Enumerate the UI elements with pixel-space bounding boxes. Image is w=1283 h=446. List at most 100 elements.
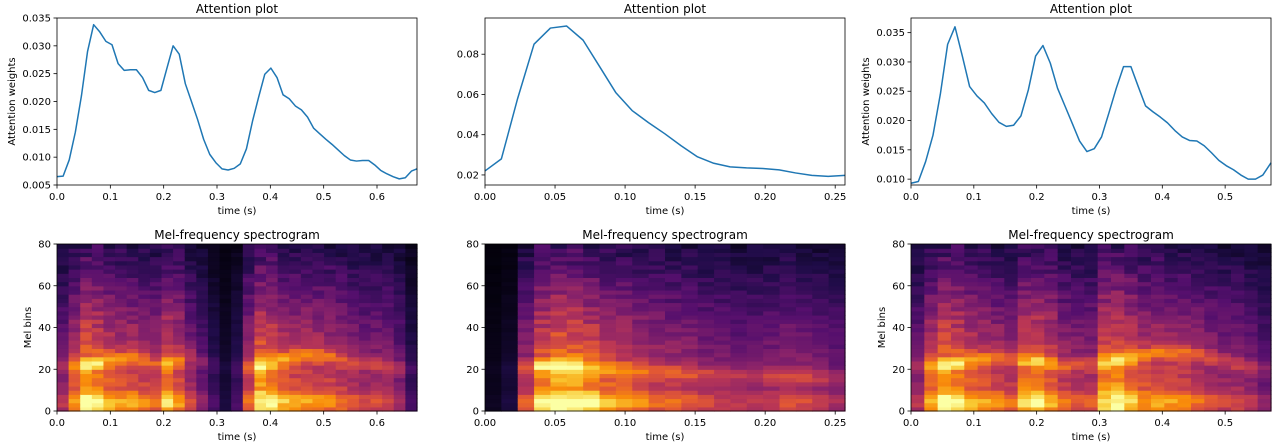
spectrogram-cell (924, 298, 939, 304)
spectrogram-cell (632, 298, 650, 304)
spectrogram-cell (138, 360, 151, 366)
spectrogram-cell (550, 306, 568, 312)
spectrogram-cell (1057, 365, 1072, 370)
spectrogram-cell (1137, 398, 1152, 404)
spectrogram-cell (1111, 385, 1125, 391)
spectrogram-cell (1097, 306, 1112, 312)
spectrogram-cell (219, 310, 232, 316)
spectrogram-cell (1111, 252, 1125, 258)
spectrogram-cell (1191, 277, 1205, 283)
spectrogram-cell (103, 340, 116, 345)
spectrogram-cell (289, 277, 302, 283)
x-tick-label: 0.4 (262, 192, 278, 203)
spectrogram-cell (599, 356, 617, 362)
spectrogram-cell (534, 356, 552, 362)
spectrogram-cell (358, 310, 372, 316)
spectrogram-cell (242, 327, 256, 333)
spectrogram-cell (964, 294, 979, 299)
spectrogram-cell (681, 406, 699, 412)
spectrogram-cell (648, 256, 666, 262)
spectrogram-cell (1084, 260, 1099, 266)
spectrogram-cell (231, 273, 244, 278)
spectrogram-cell (648, 398, 666, 404)
spectrogram-cell (277, 385, 290, 391)
spectrogram-cell (80, 323, 93, 329)
spectrogram-cell (126, 256, 139, 262)
spectrogram-cell (1151, 356, 1165, 362)
spectrogram-cell (1084, 344, 1099, 349)
spectrogram-cell (485, 310, 502, 316)
spectrogram-cell (763, 281, 781, 287)
spectrogram-cell (1177, 323, 1192, 329)
spectrogram-cell (289, 360, 302, 366)
spectrogram-cell (173, 244, 186, 249)
spectrogram-cell (138, 319, 151, 324)
spectrogram-cell (763, 248, 781, 253)
spectrogram-cell (1217, 289, 1232, 295)
spectrogram-cell (779, 327, 797, 333)
spectrogram-cell (91, 314, 105, 320)
spectrogram-cell (1231, 269, 1245, 274)
spectrogram-cell (911, 256, 925, 262)
spectrogram-cell (1231, 356, 1245, 362)
spectrogram-cell (91, 365, 105, 370)
spectrogram-cell (196, 256, 209, 262)
spectrogram-cell (991, 319, 1005, 324)
spectrogram-cell (312, 302, 325, 308)
spectrogram-cell (312, 348, 325, 354)
spectrogram-cell (795, 302, 813, 308)
x-tick-label: 0.0 (903, 192, 919, 203)
spectrogram-cell (1151, 310, 1165, 316)
spectrogram-cell (312, 327, 325, 333)
spectrogram-cell (207, 340, 221, 345)
spectrogram-cell (485, 264, 502, 270)
spectrogram-cell (184, 256, 197, 262)
spectrogram-cell (991, 381, 1005, 387)
y-tick-label: 0 (899, 407, 905, 418)
spectrogram-cell (115, 335, 128, 341)
spectrogram-cell (91, 248, 105, 253)
spectrogram-cell (1231, 335, 1245, 341)
spectrogram-cell (149, 385, 163, 391)
spectrogram-cell (335, 398, 348, 404)
spectrogram-cell (1124, 256, 1139, 262)
spectrogram-cell (795, 406, 813, 412)
spectrogram-cell (1124, 273, 1139, 278)
spectrogram-cell (254, 302, 267, 308)
spectrogram-cell (393, 356, 406, 362)
spectrogram-cell (1044, 402, 1059, 408)
spectrogram-cell (746, 256, 764, 262)
spectrogram-cell (1097, 314, 1112, 320)
spectrogram-cell (517, 269, 535, 274)
spectrogram-cell (57, 352, 70, 358)
spectrogram-cell (161, 394, 174, 400)
spectrogram-cell (1017, 281, 1032, 287)
spectrogram-cell (266, 314, 279, 320)
spectrogram-cell (289, 344, 302, 349)
spectrogram-cell (405, 331, 418, 337)
spectrogram-cell (964, 398, 979, 404)
spectrogram-cell (1057, 256, 1072, 262)
spectrogram-cell (1004, 352, 1019, 358)
spectrogram-cell (937, 285, 952, 291)
spectrogram-cell (746, 314, 764, 320)
spectrogram-cell (242, 394, 256, 400)
spectrogram-cell (242, 335, 256, 341)
spectrogram-cell (632, 344, 650, 349)
spectrogram-cell (697, 356, 715, 362)
spectrogram-cell (266, 365, 279, 370)
spectrogram-cell (534, 369, 552, 375)
spectrogram-cell (138, 327, 151, 333)
spectrogram-cell (828, 394, 846, 400)
spectrogram-cell (924, 285, 939, 291)
spectrogram-cell (1071, 381, 1085, 387)
spectrogram-cell (812, 377, 830, 383)
spectrogram-cell (1084, 352, 1099, 358)
spectrogram-cell (964, 356, 979, 362)
spectrogram-cell (289, 310, 302, 316)
spectrogram-cell (714, 340, 732, 345)
spectrogram-cell (1057, 252, 1072, 258)
spectrogram-cell (370, 360, 383, 366)
spectrogram-cell (335, 390, 348, 395)
spectrogram-cell (405, 340, 418, 345)
